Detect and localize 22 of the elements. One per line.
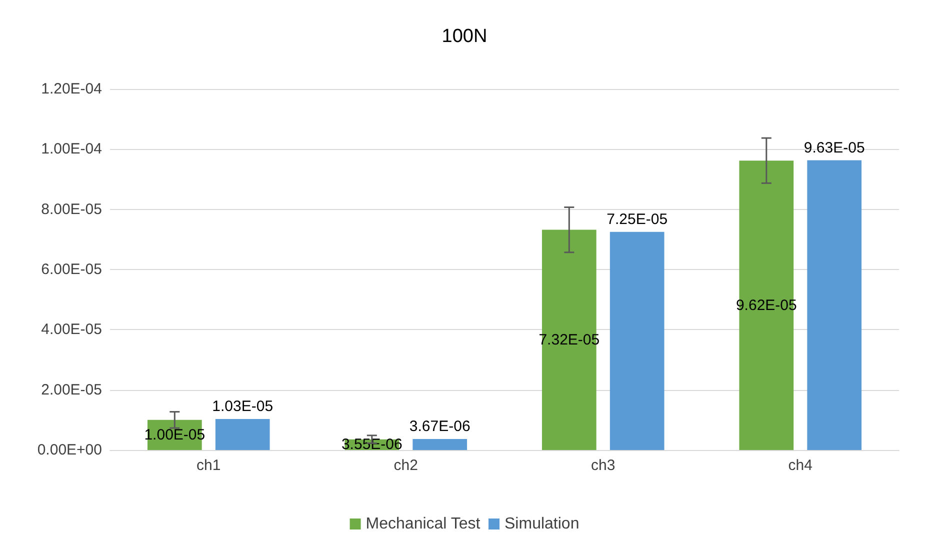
x-tick-label: ch1 (196, 457, 221, 474)
bar (610, 232, 664, 450)
x-tick-label: ch3 (591, 457, 616, 474)
data-label: 7.25E-05 (606, 210, 668, 228)
y-tick-label: 4.00E-05 (41, 321, 102, 338)
x-tick-label: ch4 (788, 457, 812, 474)
chart-title: 100N (442, 26, 488, 47)
bar (215, 419, 270, 450)
bar (807, 160, 862, 450)
x-tick-label: ch2 (394, 457, 418, 474)
data-label: 3.67E-06 (409, 418, 470, 435)
legend-label: Simulation (504, 516, 580, 532)
bar (412, 438, 468, 450)
y-tick-label: 1.20E-04 (41, 80, 102, 98)
y-tick-label: 6.00E-05 (41, 261, 102, 278)
y-tick-label: 0.00E+00 (37, 442, 102, 458)
y-tick-label: 2.00E-05 (41, 381, 102, 398)
data-label: 1.03E-05 (212, 398, 274, 416)
legend-label: Mechanical Test (366, 516, 481, 532)
data-label: 9.63E-05 (804, 139, 865, 156)
y-tick-label: 1.00E-04 (41, 140, 102, 158)
y-tick-label: 8.00E-05 (41, 200, 102, 218)
